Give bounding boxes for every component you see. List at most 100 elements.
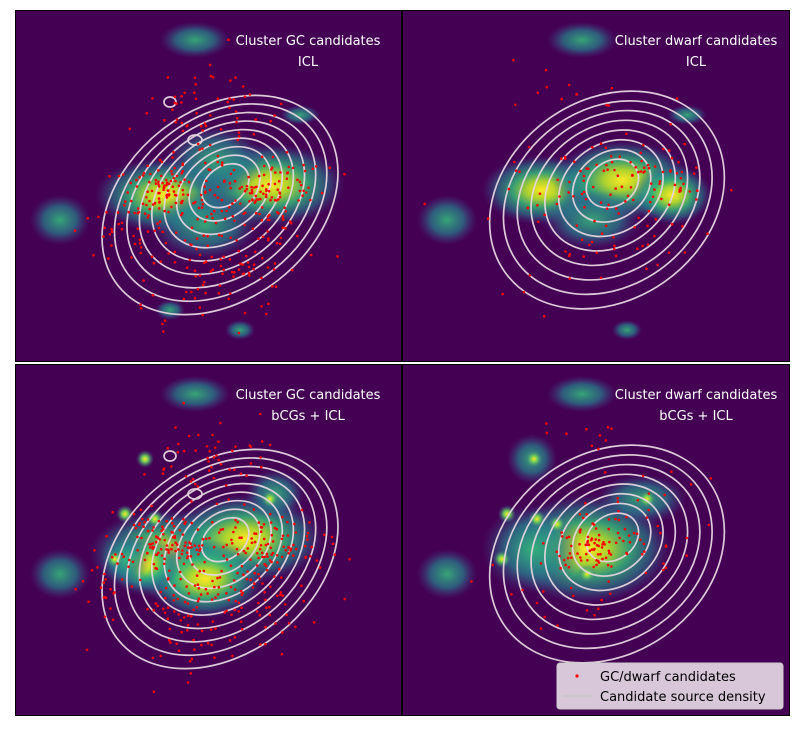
candidate-point bbox=[236, 552, 240, 556]
candidate-point bbox=[181, 163, 184, 167]
candidate-point bbox=[143, 473, 146, 476]
candidate-point bbox=[568, 252, 572, 256]
candidate-point bbox=[157, 551, 160, 555]
candidate-point bbox=[235, 120, 238, 124]
candidate-point bbox=[198, 253, 202, 257]
density-patch bbox=[280, 105, 320, 125]
candidate-point bbox=[265, 312, 268, 316]
candidate-point bbox=[624, 200, 627, 203]
candidate-point bbox=[594, 538, 597, 541]
candidate-point bbox=[137, 210, 141, 214]
candidate-point bbox=[178, 570, 182, 574]
panel-frame bbox=[402, 364, 790, 716]
candidate-point bbox=[120, 228, 124, 231]
candidate-point bbox=[263, 562, 266, 566]
candidate-point bbox=[623, 527, 627, 531]
candidate-point bbox=[606, 425, 610, 429]
candidate-point bbox=[211, 268, 215, 272]
candidate-point bbox=[197, 433, 200, 437]
candidate-point bbox=[163, 119, 166, 122]
candidate-point bbox=[209, 628, 213, 631]
candidate-point bbox=[163, 611, 167, 615]
candidate-point bbox=[305, 191, 308, 194]
candidate-point bbox=[512, 58, 515, 62]
candidate-point bbox=[105, 534, 108, 538]
candidate-point bbox=[207, 168, 210, 171]
candidate-point bbox=[279, 593, 282, 597]
candidate-point bbox=[140, 536, 143, 540]
candidate-point bbox=[204, 587, 208, 591]
candidate-point bbox=[182, 517, 185, 521]
candidate-point bbox=[105, 211, 108, 214]
panel-subtitle: bCGs + ICL bbox=[271, 409, 345, 424]
candidate-point bbox=[234, 599, 237, 603]
candidate-point bbox=[603, 471, 607, 474]
candidate-point bbox=[253, 201, 257, 204]
candidate-point bbox=[646, 243, 650, 246]
candidate-point bbox=[243, 311, 247, 315]
candidate-point bbox=[597, 538, 601, 542]
candidate-point bbox=[423, 202, 427, 206]
candidate-point bbox=[618, 155, 621, 158]
candidate-point bbox=[184, 541, 187, 544]
candidate-point bbox=[158, 220, 162, 223]
candidate-point bbox=[198, 148, 201, 151]
candidate-point bbox=[167, 210, 170, 214]
candidate-point bbox=[707, 523, 711, 527]
candidate-point bbox=[290, 268, 294, 272]
candidate-point bbox=[661, 170, 665, 174]
candidate-point bbox=[585, 512, 588, 516]
density-contour bbox=[571, 502, 652, 577]
candidate-point bbox=[163, 538, 166, 542]
candidate-point bbox=[641, 244, 644, 248]
candidate-point bbox=[235, 239, 238, 242]
candidate-point bbox=[209, 270, 213, 273]
legend: GC/dwarf candidates Candidate source den… bbox=[556, 662, 784, 710]
density-contour bbox=[126, 465, 317, 643]
candidate-point bbox=[569, 586, 573, 590]
panel-subtitle: ICL bbox=[298, 55, 319, 70]
candidate-point bbox=[180, 121, 183, 125]
candidate-point bbox=[151, 656, 155, 660]
candidate-point bbox=[232, 168, 236, 172]
candidate-point bbox=[593, 219, 596, 223]
candidate-point bbox=[247, 175, 250, 179]
density-contour bbox=[101, 448, 339, 670]
candidate-point bbox=[90, 569, 94, 572]
candidate-point bbox=[578, 530, 582, 534]
candidate-point bbox=[237, 601, 241, 605]
candidate-point bbox=[628, 540, 632, 544]
candidate-point bbox=[656, 263, 659, 267]
candidate-point bbox=[269, 521, 273, 524]
candidate-point bbox=[171, 185, 175, 188]
candidate-point bbox=[639, 170, 643, 173]
candidate-point bbox=[642, 171, 645, 174]
candidate-point bbox=[222, 554, 225, 557]
bcg-source bbox=[136, 450, 154, 468]
candidate-point bbox=[565, 536, 569, 539]
candidate-point bbox=[209, 74, 213, 78]
candidate-point bbox=[201, 544, 204, 547]
candidate-point bbox=[114, 553, 117, 556]
candidate-point bbox=[183, 600, 187, 604]
candidate-point bbox=[180, 201, 183, 205]
candidate-point bbox=[636, 499, 640, 502]
candidate-point bbox=[612, 247, 616, 251]
candidate-point bbox=[139, 303, 142, 307]
candidate-point bbox=[654, 218, 658, 221]
candidate-point bbox=[159, 654, 162, 658]
candidate-point bbox=[251, 227, 255, 230]
candidate-point bbox=[284, 210, 288, 213]
candidate-point bbox=[575, 92, 578, 96]
candidate-point bbox=[103, 615, 107, 619]
candidate-point bbox=[231, 202, 234, 205]
candidate-point bbox=[250, 188, 254, 192]
candidate-point bbox=[260, 440, 264, 443]
candidate-point bbox=[309, 253, 313, 257]
candidate-point bbox=[605, 163, 608, 167]
candidate-point bbox=[210, 212, 213, 216]
candidate-point bbox=[617, 518, 621, 522]
candidate-point bbox=[199, 193, 203, 197]
candidate-point bbox=[234, 518, 237, 522]
